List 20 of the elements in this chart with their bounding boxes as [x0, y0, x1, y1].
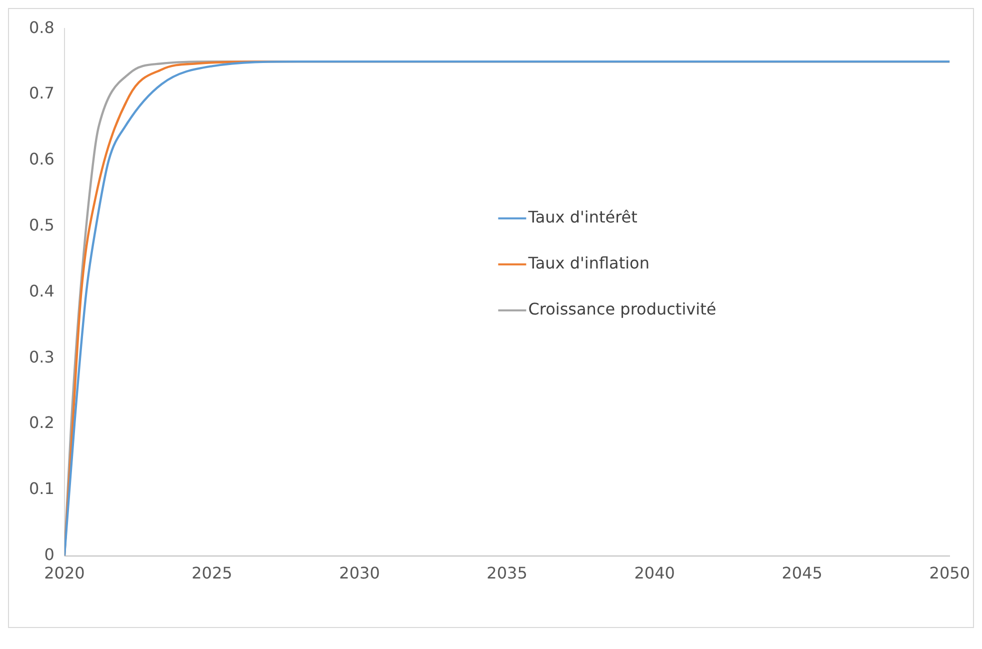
x-tick-label: 2020	[44, 564, 85, 583]
x-tick-label: 2040	[634, 564, 675, 583]
line-series	[64, 60, 950, 556]
y-tick-label: 0.5	[28, 215, 54, 234]
y-tick-label: 0.3	[28, 347, 54, 366]
x-tick-label: 2045	[782, 564, 822, 583]
y-tick-label: 0.8	[28, 18, 54, 37]
y-tick-label: 0.2	[28, 413, 54, 432]
legend-label: Taux d'inflation	[527, 254, 650, 273]
y-tick-label: 0.6	[28, 150, 54, 169]
x-tick-label: 2050	[929, 564, 970, 583]
y-tick-label: 0	[44, 544, 54, 564]
legend-label: Taux d'intérêt	[527, 208, 638, 227]
x-tick-label: 2030	[339, 564, 380, 583]
legend-label: Croissance productivité	[528, 300, 716, 319]
y-tick-label: 0.7	[28, 84, 54, 103]
y-tick-label: 0.1	[28, 479, 54, 498]
x-tick-label: 2035	[486, 564, 528, 583]
x-tick-label: 2025	[192, 564, 232, 583]
y-tick-label: 0.4	[28, 281, 54, 300]
